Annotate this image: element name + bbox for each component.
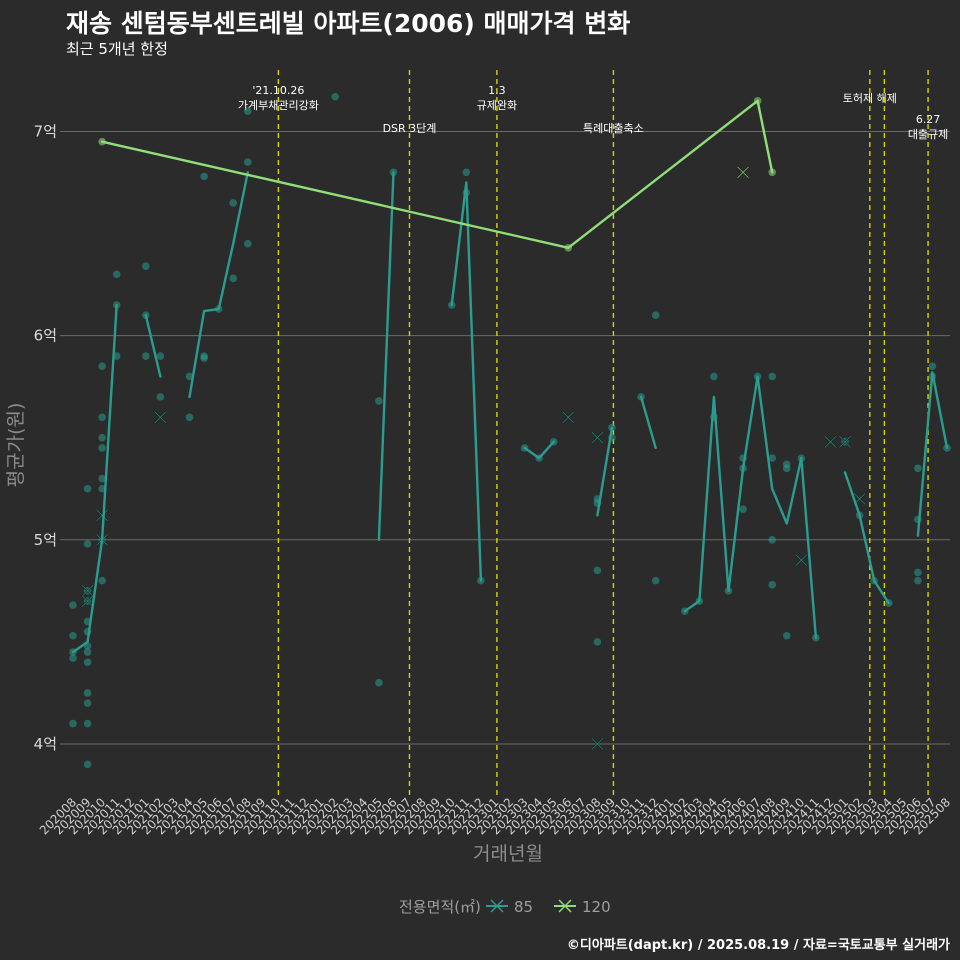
data-point (914, 464, 922, 473)
data-point (185, 372, 194, 381)
data-point (83, 689, 92, 697)
data-point (156, 352, 165, 360)
data-point (83, 699, 92, 707)
data-point (98, 474, 106, 483)
legend-title: 전용면적(㎡) (399, 898, 481, 916)
x-mark (81, 584, 94, 597)
legend-label: 120 (582, 898, 611, 916)
x-mark (96, 509, 108, 522)
data-point (69, 719, 77, 728)
y-tick-label: 4억 (34, 735, 57, 753)
data-point (98, 433, 106, 442)
data-point (928, 362, 937, 371)
series-line (71, 171, 949, 654)
data-point (156, 393, 165, 401)
data-point (739, 505, 747, 513)
event-label: 가계부채관리강화 (238, 99, 319, 112)
data-point (914, 576, 922, 585)
data-point (768, 372, 776, 381)
data-point (200, 354, 208, 362)
source-caption: ©디아파트(dapt.kr) / 2025.08.19 / 자료=국토교통부 실… (566, 938, 950, 953)
y-tick-labels: 4억 5억 6억 7억 (34, 122, 57, 753)
data-point (914, 568, 922, 577)
data-point (244, 239, 252, 248)
data-point (185, 413, 194, 422)
series-layer (69, 92, 951, 769)
x-mark (737, 166, 749, 179)
data-point (710, 372, 718, 381)
legend-swatch-x (490, 899, 504, 913)
data-point (83, 658, 92, 667)
data-point (69, 654, 77, 663)
data-point (83, 760, 92, 769)
data-point (462, 168, 471, 177)
data-point (83, 719, 92, 728)
series-85 (69, 92, 951, 769)
data-point (200, 172, 208, 181)
data-point (782, 464, 791, 473)
y-tick-label: 6억 (34, 327, 57, 345)
data-point (375, 397, 383, 405)
x-axis-title: 거래년월 (473, 843, 543, 865)
x-mark (591, 431, 604, 444)
event-label: 6.27 (916, 113, 941, 126)
data-point (651, 311, 660, 320)
x-mark (824, 435, 837, 448)
data-point (244, 107, 252, 115)
legend-label: 85 (514, 898, 533, 916)
data-point (98, 362, 106, 371)
data-point (98, 413, 106, 422)
x-tick-labels: 2020082020092020102020112020122021012021… (37, 795, 953, 837)
event-label: 규제완화 (477, 99, 517, 112)
data-point (98, 576, 106, 585)
data-point (593, 566, 602, 575)
data-point (69, 631, 77, 640)
data-point (768, 580, 776, 589)
data-point (69, 601, 77, 609)
legend-items: 85 120 (486, 898, 611, 916)
data-point (331, 92, 340, 101)
data-point (83, 484, 92, 493)
page-subtitle: 최근 5개년 한정 (66, 40, 168, 58)
x-mark (839, 435, 851, 448)
data-point (98, 444, 106, 452)
plot-background (0, 60, 960, 795)
x-mark (795, 554, 808, 567)
data-point (593, 638, 602, 646)
x-mark (562, 411, 575, 424)
legend-swatch-x (558, 899, 572, 913)
legend: 전용면적(㎡) 85 120 (399, 898, 611, 916)
event-label: 토허제 해제 (843, 91, 897, 105)
data-point (768, 535, 776, 544)
event-label: 대출규제 (908, 128, 948, 141)
event-label: 1.3 (488, 84, 506, 97)
data-point (83, 540, 92, 548)
data-point (112, 270, 121, 279)
data-point (375, 678, 383, 687)
series-line (100, 99, 774, 249)
y-axis-title: 평균가(원) (5, 403, 27, 488)
data-point (229, 274, 238, 283)
data-point (782, 631, 791, 640)
data-point (768, 454, 776, 462)
data-point (229, 199, 238, 207)
event-label: DSR 3단계 (383, 122, 437, 135)
data-point (244, 158, 252, 166)
x-mark (154, 411, 167, 424)
y-tick-label: 5억 (34, 531, 57, 549)
y-tick-label: 7억 (34, 122, 57, 140)
event-label: '21.10.26 (252, 84, 304, 97)
data-point (142, 262, 150, 271)
x-mark (81, 595, 94, 607)
event-label: 특례대출축소 (583, 122, 644, 135)
grid-lines (60, 130, 950, 745)
series-120 (98, 97, 776, 252)
data-point (651, 576, 660, 585)
page-title: 재송 센텀동부센트레빌 아파트(2006) 매매가격 변화 (66, 9, 631, 38)
x-mark (591, 738, 604, 750)
data-point (142, 352, 150, 360)
data-point (83, 648, 92, 656)
